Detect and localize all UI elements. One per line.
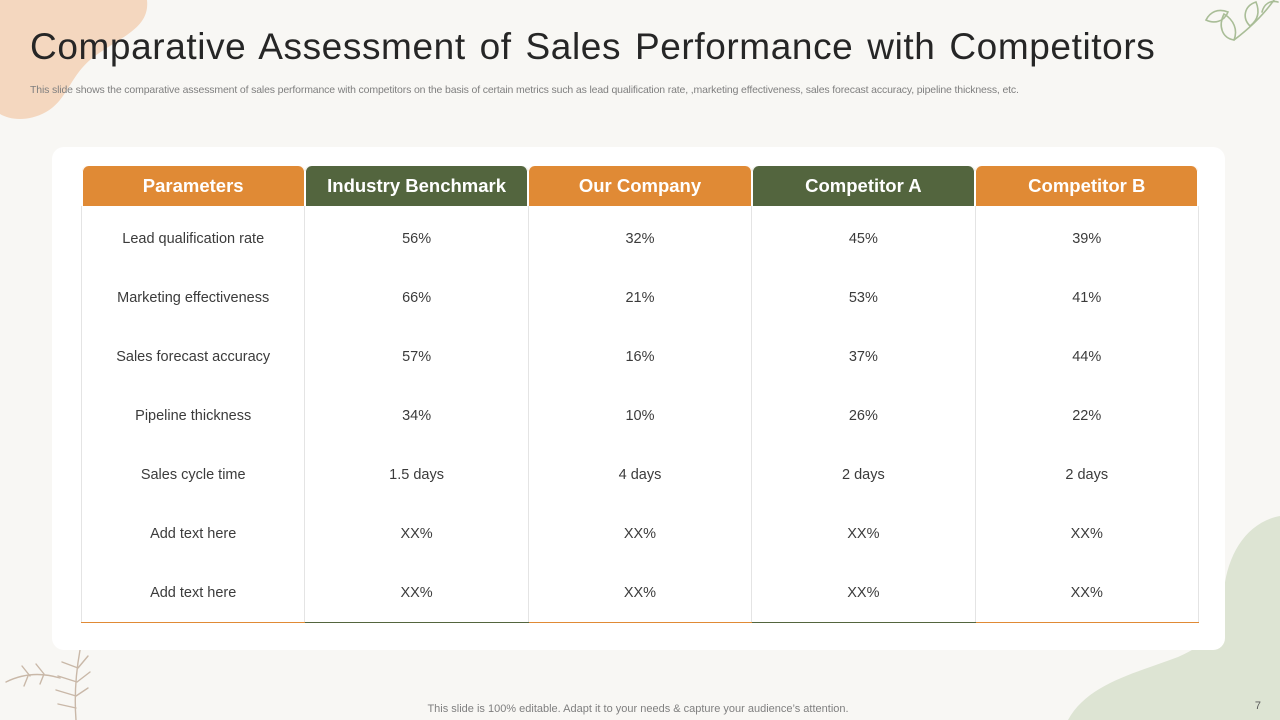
table-row: Marketing effectiveness 66% 21% 53% 41% [80,268,1199,328]
table-row: Add text here XX% XX% XX% XX% [80,504,1199,564]
competitor-a-cell: 53% [751,268,976,328]
parameter-cell: Lead qualification rate [80,206,306,269]
table-row: Lead qualification rate 56% 32% 45% 39% [80,206,1199,269]
table-card: Parameters Industry Benchmark Our Compan… [52,147,1225,650]
parameter-cell: Add text here [80,563,306,624]
competitor-a-cell: 37% [751,327,976,387]
page-number: 7 [1254,700,1261,712]
parameter-cell: Sales forecast accuracy [80,327,306,387]
parameter-cell: Pipeline thickness [80,386,306,446]
competitor-b-cell: 2 days [974,445,1199,505]
competitor-b-cell: 39% [974,206,1199,269]
competitor-a-cell: 45% [751,206,976,269]
our-company-cell: XX% [527,504,753,564]
table-header-row: Parameters Industry Benchmark Our Compan… [81,166,1199,206]
competitor-b-cell: 22% [974,386,1199,446]
competitor-b-cell: XX% [974,563,1199,624]
industry-benchmark-cell: 56% [304,206,529,269]
comparison-table: Parameters Industry Benchmark Our Compan… [80,166,1199,624]
our-company-cell: XX% [527,563,753,624]
our-company-cell: 21% [527,268,753,328]
slide-title: Comparative Assessment of Sales Performa… [30,26,1156,67]
industry-benchmark-cell: 66% [304,268,529,328]
our-company-cell: 10% [527,386,753,446]
industry-benchmark-cell: 57% [304,327,529,387]
competitor-a-cell: XX% [751,504,976,564]
header-our-company: Our Company [528,166,752,206]
competitor-b-cell: 41% [974,268,1199,328]
footer-note: This slide is 100% editable. Adapt it to… [427,703,849,715]
competitor-a-cell: XX% [751,563,976,624]
table-row: Sales cycle time 1.5 days 4 days 2 days … [80,445,1199,505]
slide-subtitle: This slide shows the comparative assessm… [30,84,1019,96]
table-row: Add text here XX% XX% XX% XX% [80,563,1199,624]
table-row: Pipeline thickness 34% 10% 26% 22% [80,386,1199,446]
competitor-b-cell: 44% [974,327,1199,387]
header-competitor-b: Competitor B [975,166,1199,206]
header-competitor-a: Competitor A [751,166,976,206]
header-parameters: Parameters [81,166,305,206]
competitor-b-cell: XX% [974,504,1199,564]
industry-benchmark-cell: 1.5 days [304,445,529,505]
parameter-cell: Sales cycle time [80,445,306,505]
competitor-a-cell: 2 days [751,445,976,505]
our-company-cell: 16% [527,327,753,387]
leaf-branch-icon [1204,0,1279,41]
parameter-cell: Marketing effectiveness [80,268,306,328]
competitor-a-cell: 26% [751,386,976,446]
industry-benchmark-cell: 34% [304,386,529,446]
industry-benchmark-cell: XX% [304,563,529,624]
our-company-cell: 4 days [527,445,753,505]
table-row: Sales forecast accuracy 57% 16% 37% 44% [80,327,1199,387]
parameter-cell: Add text here [80,504,306,564]
header-industry-benchmark: Industry Benchmark [304,166,529,206]
industry-benchmark-cell: XX% [304,504,529,564]
our-company-cell: 32% [527,206,753,269]
